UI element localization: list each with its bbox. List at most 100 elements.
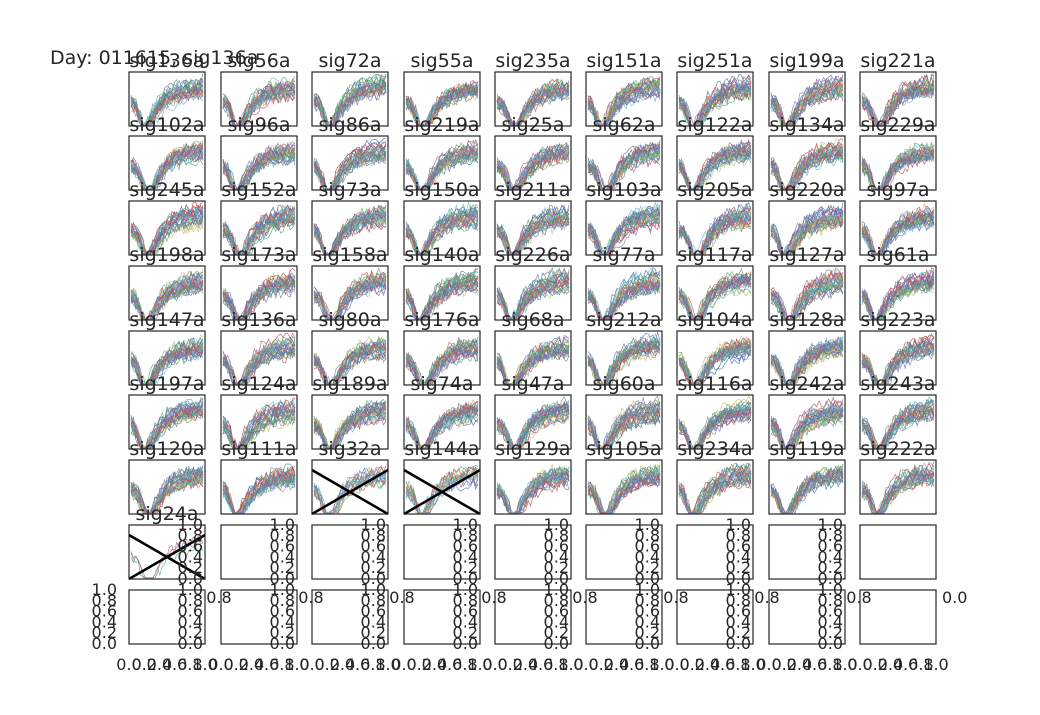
subplot-frame [220, 524, 298, 580]
waveform-line [770, 341, 844, 385]
waveform-line [678, 280, 752, 320]
subplot-title: sig251a [677, 50, 752, 72]
waveform-line [770, 76, 844, 126]
waveform-traces [130, 201, 204, 255]
subplot-sig211a: sig211a [494, 179, 572, 256]
waveform-line [861, 207, 935, 255]
subplot-frame [403, 524, 481, 580]
subplot-frame [403, 394, 481, 450]
reject-cross-line [128, 533, 206, 581]
waveform-line [770, 216, 844, 255]
subplot-sig144a: sig144a [403, 438, 481, 516]
x-tick-label: 0.8 [846, 588, 871, 607]
subplot-empty-r7-c7: 1.00.80.60.40.20.0 [768, 515, 846, 588]
subplot-frame [311, 135, 389, 191]
subplot-title: sig136a [221, 309, 296, 331]
y-tick-label: 0.4 [92, 612, 117, 631]
y-tick-label: 0.0 [453, 634, 478, 653]
subplot-sig158a: sig158a [311, 244, 389, 321]
waveform-traces [496, 204, 570, 255]
x-tick-label: 0.0 [942, 588, 967, 607]
waveform-line [678, 153, 752, 190]
waveform-line [222, 77, 296, 126]
subplot-frame [128, 135, 206, 191]
waveform-line [405, 204, 479, 255]
x-tick-label: 0.8 [298, 588, 323, 607]
waveform-line [222, 275, 296, 320]
subplot-frame [585, 459, 663, 515]
subplot-title: sig140a [404, 244, 479, 266]
y-tick-label: 0.0 [544, 634, 569, 653]
y-tick-label: 0.2 [178, 623, 203, 642]
waveform-traces [405, 139, 479, 190]
waveform-line [130, 342, 204, 385]
subplot-title: sig111a [221, 438, 296, 460]
subplot-sig199a: sig199a [768, 50, 846, 127]
subplot-title: sig136a [129, 50, 204, 72]
subplot-title: sig221a [860, 50, 935, 72]
subplot-frame [585, 524, 663, 580]
subplot-title: sig68a [501, 309, 564, 331]
waveform-line [222, 399, 296, 449]
waveform-line [313, 401, 387, 449]
y-tick-label: 1.0 [453, 515, 478, 534]
subplot-sig77a: sig77a [585, 244, 663, 321]
subplot-sig97a: sig97a [859, 179, 937, 256]
waveform-line [496, 467, 570, 514]
subplot-sig62a: sig62a [585, 114, 663, 191]
subplot-sig220a: sig220a [768, 179, 846, 256]
waveform-line [130, 153, 204, 190]
y-tick-label: 1.0 [361, 580, 386, 599]
subplot-empty-r8-c4: 1.00.80.60.40.20.00.00.20.40.60.81.0 [482, 580, 583, 674]
waveform-line [130, 284, 204, 320]
y-tick-label: 0.4 [270, 612, 295, 631]
waveform-line [587, 471, 661, 514]
x-tick-label: 0.0 [573, 655, 598, 674]
subplot-sig235a: sig235a [494, 50, 572, 127]
waveform-traces [405, 268, 479, 320]
waveform-line [678, 339, 752, 385]
subplot-title: sig219a [404, 114, 479, 136]
x-tick-label: 1.0 [558, 655, 583, 674]
waveform-traces [678, 138, 752, 190]
subplot-title: sig234a [677, 438, 752, 460]
y-tick-label: 0.2 [178, 558, 203, 577]
y-tick-label: 1.0 [726, 515, 751, 534]
waveform-line [861, 211, 935, 255]
y-tick-label: 0.4 [726, 547, 751, 566]
y-tick-label: 0.0 [270, 634, 295, 653]
waveform-line [130, 286, 204, 320]
subplot-sig242a: sig242a [768, 373, 846, 450]
subplot-sig72a: sig72a [311, 50, 389, 127]
x-tick-label: 0.4 [513, 655, 538, 674]
subplot-title: sig243a [860, 373, 935, 395]
waveform-line [130, 204, 204, 255]
subplot-frame [585, 135, 663, 191]
y-tick-label: 0.8 [544, 526, 569, 545]
waveform-line [405, 411, 479, 449]
waveform-line [678, 341, 752, 385]
waveform-line [405, 139, 479, 190]
subplot-frame [494, 71, 572, 127]
waveform-line [861, 409, 935, 449]
y-tick-label: 0.8 [635, 526, 660, 545]
waveform-line [313, 278, 387, 320]
waveform-line [678, 275, 752, 320]
subplot-title: sig226a [495, 244, 570, 266]
x-tick-label: 0.0 [299, 655, 324, 674]
waveform-line [861, 149, 935, 190]
waveform-traces [222, 397, 296, 449]
waveform-line [587, 279, 661, 320]
waveform-line [861, 341, 935, 385]
waveform-traces [678, 335, 752, 385]
waveform-line [587, 144, 661, 190]
subplot-sig120a: sig120a [128, 438, 206, 515]
x-tick-label: 0.8 [634, 655, 659, 674]
y-tick-label: 0.6 [726, 602, 751, 621]
x-tick-label: 0.4 [604, 655, 629, 674]
waveform-line [130, 149, 204, 190]
waveform-traces [861, 202, 935, 255]
y-tick-label: 1.0 [544, 515, 569, 534]
waveform-traces [222, 332, 296, 385]
waveform-line [861, 468, 935, 514]
